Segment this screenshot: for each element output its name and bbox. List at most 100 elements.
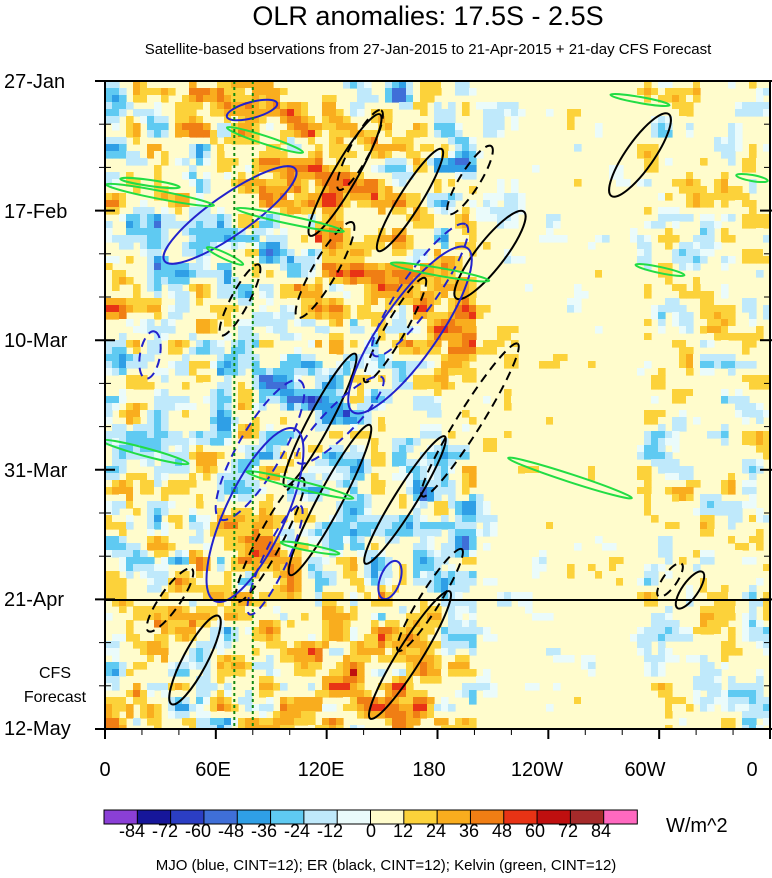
olr-cell bbox=[336, 522, 344, 530]
olr-cell bbox=[161, 487, 169, 495]
olr-cell bbox=[126, 382, 134, 390]
olr-cell bbox=[637, 648, 645, 656]
olr-cell bbox=[259, 368, 267, 376]
olr-cell bbox=[315, 130, 323, 138]
olr-cell bbox=[448, 340, 456, 348]
olr-cell bbox=[133, 480, 141, 488]
olr-cell bbox=[413, 263, 421, 271]
olr-cell bbox=[595, 368, 603, 376]
olr-cell bbox=[336, 536, 344, 544]
olr-cell bbox=[168, 361, 176, 369]
olr-cell bbox=[301, 529, 309, 537]
olr-cell bbox=[140, 550, 148, 558]
olr-cell bbox=[455, 340, 463, 348]
olr-cell bbox=[245, 480, 253, 488]
olr-cell bbox=[287, 263, 295, 271]
olr-cell bbox=[154, 88, 162, 96]
olr-cell bbox=[119, 368, 127, 376]
olr-cell bbox=[434, 606, 442, 614]
olr-cell bbox=[469, 326, 477, 334]
olr-cell bbox=[329, 389, 337, 397]
olr-cell bbox=[399, 669, 407, 677]
olr-cell bbox=[259, 711, 267, 719]
olr-cell bbox=[168, 438, 176, 446]
olr-cell bbox=[735, 543, 743, 551]
olr-cell bbox=[679, 291, 687, 299]
olr-cell bbox=[147, 242, 155, 250]
olr-cell bbox=[490, 438, 498, 446]
olr-cell bbox=[455, 347, 463, 355]
olr-cell bbox=[238, 578, 246, 586]
olr-cell bbox=[763, 235, 770, 243]
olr-cell bbox=[119, 389, 127, 397]
olr-cell bbox=[679, 256, 687, 264]
olr-cell bbox=[266, 375, 274, 383]
olr-cell bbox=[168, 403, 176, 411]
olr-cell bbox=[315, 592, 323, 600]
olr-cell bbox=[707, 704, 715, 712]
olr-cell bbox=[651, 305, 659, 313]
olr-cell bbox=[525, 466, 533, 474]
olr-cell bbox=[133, 718, 141, 726]
olr-cell bbox=[343, 536, 351, 544]
olr-cell bbox=[252, 641, 260, 649]
olr-cell bbox=[469, 333, 477, 341]
olr-cell bbox=[413, 270, 421, 278]
olr-cell bbox=[756, 221, 764, 229]
olr-cell bbox=[217, 459, 225, 467]
olr-cell bbox=[140, 571, 148, 579]
olr-cell bbox=[147, 340, 155, 348]
olr-cell bbox=[742, 221, 750, 229]
olr-cell bbox=[455, 172, 463, 180]
olr-cell bbox=[126, 410, 134, 418]
olr-cell bbox=[210, 606, 218, 614]
olr-cell bbox=[763, 445, 770, 453]
olr-cell bbox=[721, 690, 729, 698]
olr-cell bbox=[462, 634, 470, 642]
olr-cell bbox=[105, 228, 113, 236]
olr-cell bbox=[266, 655, 274, 663]
olr-cell bbox=[280, 158, 288, 166]
olr-cell bbox=[175, 529, 183, 537]
olr-cell bbox=[581, 291, 589, 299]
olr-cell bbox=[574, 144, 582, 152]
olr-cell bbox=[147, 557, 155, 565]
olr-cell bbox=[651, 438, 659, 446]
olr-cell bbox=[350, 340, 358, 348]
olr-cell bbox=[623, 88, 631, 96]
olr-cell bbox=[287, 361, 295, 369]
olr-cell bbox=[434, 396, 442, 404]
olr-cell bbox=[721, 704, 729, 712]
olr-cell bbox=[280, 382, 288, 390]
olr-cell bbox=[406, 305, 414, 313]
olr-cell bbox=[182, 697, 190, 705]
olr-cell bbox=[721, 634, 729, 642]
olr-cell bbox=[133, 697, 141, 705]
olr-cell bbox=[357, 277, 365, 285]
olr-cell bbox=[420, 578, 428, 586]
olr-cell bbox=[273, 627, 281, 635]
olr-cell bbox=[462, 340, 470, 348]
olr-cell bbox=[357, 655, 365, 663]
olr-cell bbox=[658, 529, 666, 537]
olr-cell bbox=[455, 508, 463, 516]
olr-cell bbox=[448, 529, 456, 537]
olr-cell bbox=[651, 452, 659, 460]
olr-cell bbox=[259, 340, 267, 348]
olr-cell bbox=[399, 487, 407, 495]
olr-cell bbox=[441, 228, 449, 236]
olr-cell bbox=[693, 249, 701, 257]
olr-cell bbox=[196, 466, 204, 474]
olr-cell bbox=[588, 655, 596, 663]
olr-cell bbox=[371, 375, 379, 383]
olr-cell bbox=[308, 291, 316, 299]
olr-cell bbox=[469, 291, 477, 299]
olr-cell bbox=[154, 613, 162, 621]
olr-cell bbox=[714, 298, 722, 306]
olr-cell bbox=[462, 137, 470, 145]
olr-cell bbox=[189, 123, 197, 131]
olr-cell bbox=[280, 333, 288, 341]
olr-cell bbox=[203, 319, 211, 327]
olr-cell bbox=[378, 396, 386, 404]
olr-cell bbox=[147, 536, 155, 544]
